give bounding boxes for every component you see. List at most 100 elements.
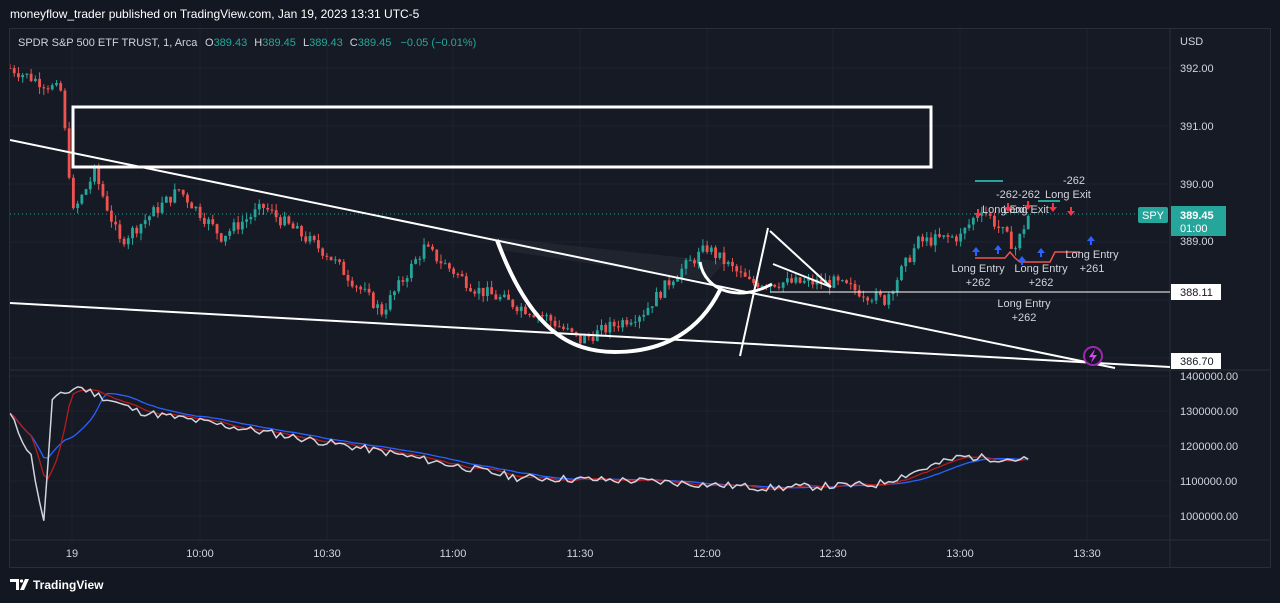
candle-body xyxy=(646,307,650,315)
candle-body xyxy=(705,245,709,252)
close-value: 389.45 xyxy=(358,37,392,49)
candle-body xyxy=(684,260,688,269)
candle-body xyxy=(126,238,130,245)
resistance-zone[interactable] xyxy=(71,105,933,169)
candle-body xyxy=(545,315,548,317)
symbol-title[interactable]: SPDR S&P 500 ETF TRUST, 1, Arca xyxy=(18,37,198,49)
currency-label: USD xyxy=(1180,36,1203,48)
flag-pole[interactable] xyxy=(739,227,769,357)
time-tick: 11:30 xyxy=(567,548,594,560)
open-value: 389.43 xyxy=(214,37,248,49)
candle-body xyxy=(980,212,984,216)
candle-body xyxy=(1005,227,1009,232)
candle-body xyxy=(870,300,874,302)
candle-body xyxy=(194,206,198,209)
candle-body xyxy=(460,273,464,277)
candle-body xyxy=(916,236,920,249)
candle-body xyxy=(507,294,510,300)
candle-body xyxy=(228,231,232,236)
price-axis[interactable]: USD 392.00 391.00 390.00 389.00 xyxy=(1180,36,1214,248)
cup-arc[interactable] xyxy=(495,239,722,355)
svg-text:O389.43 H389.45 L3: O389.43 H389.45 L389.43 C389.45 −0.05 (−… xyxy=(205,37,476,49)
handle-arc[interactable] xyxy=(698,261,773,295)
time-tick: 13:30 xyxy=(1073,548,1101,560)
candle-body xyxy=(122,238,126,245)
candle-body xyxy=(12,68,16,74)
candle-body xyxy=(409,263,413,279)
signal-exit-c: Long Exit xyxy=(1003,204,1049,216)
candle-body xyxy=(617,326,620,328)
candle-body xyxy=(912,248,916,263)
svg-text:388.11: 388.11 xyxy=(1180,287,1213,299)
candle-body xyxy=(1026,216,1030,230)
time-tick: 12:30 xyxy=(819,548,847,560)
flag-bottom[interactable] xyxy=(772,263,832,288)
signal-entry-d-title: Long Entry xyxy=(1065,249,1119,261)
candle-body xyxy=(414,259,417,264)
candle-body xyxy=(46,88,50,90)
brand-label: TradingView xyxy=(33,578,104,592)
oscillator-axis[interactable]: 1400000.00 1300000.00 1200000.00 1100000… xyxy=(1180,371,1238,523)
flag-top[interactable] xyxy=(769,230,832,288)
candle-body xyxy=(984,212,988,214)
low-label: L xyxy=(303,37,309,49)
trendline-down[interactable] xyxy=(10,139,1116,369)
candle-body xyxy=(477,287,481,294)
tradingview-logo[interactable]: TradingView xyxy=(10,578,104,592)
candle-body xyxy=(270,209,274,211)
candle-body xyxy=(866,297,870,301)
time-axis[interactable]: 19 10:00 10:30 11:00 11:30 12:00 12:30 1… xyxy=(66,548,1101,560)
candle-body xyxy=(262,203,265,208)
candle-body xyxy=(431,246,434,250)
symbol-legend: SPDR S&P 500 ETF TRUST, 1, Arca O389.43 … xyxy=(18,37,476,49)
candle-body xyxy=(118,224,122,239)
signal-entry-d-val: +261 xyxy=(1080,263,1105,275)
candle-body xyxy=(422,244,426,259)
candle-body xyxy=(317,240,320,249)
candle-body xyxy=(257,203,261,210)
candle-body xyxy=(342,261,346,275)
candle-body xyxy=(88,181,92,190)
candle-body xyxy=(883,295,886,305)
candle-body xyxy=(435,249,439,262)
level-badge-388: 388.11 xyxy=(1171,284,1221,300)
candle-body xyxy=(528,314,532,316)
candle-body xyxy=(25,73,29,75)
candle-body xyxy=(405,278,409,282)
candle-body xyxy=(481,287,485,297)
candle-body xyxy=(63,90,67,129)
candle-body xyxy=(266,207,270,210)
alert-lightning-icon[interactable] xyxy=(1083,346,1103,366)
candle-body xyxy=(418,258,422,260)
candle-body xyxy=(908,257,912,263)
candle-body xyxy=(625,320,629,325)
candle-body xyxy=(287,216,291,224)
candle-body xyxy=(502,294,506,297)
candle-body xyxy=(355,286,358,288)
candle-body xyxy=(160,202,164,213)
long-exit-arrow-icon xyxy=(1004,203,1012,212)
trendline-support[interactable] xyxy=(10,302,1170,368)
strategy-signals: -262 -262-262 Long Exit Long Exit Long E… xyxy=(951,175,1119,324)
candle-body xyxy=(486,287,489,297)
change-value: −0.05 (−0.01%) xyxy=(400,37,476,49)
osc-tick: 1000000.00 xyxy=(1180,511,1238,523)
candle-body xyxy=(376,304,379,308)
candle-body xyxy=(93,166,96,182)
candle-body xyxy=(236,222,240,230)
candle-body xyxy=(283,216,287,226)
candle-body xyxy=(426,244,430,247)
candle-body xyxy=(921,236,924,242)
signal-entry-c-title: Long Entry xyxy=(997,298,1051,310)
candle-body xyxy=(439,261,443,264)
candle-body xyxy=(688,260,692,262)
time-tick: 12:00 xyxy=(693,548,721,560)
candle-body xyxy=(76,203,79,209)
signal-entry-c-val: +262 xyxy=(1012,312,1037,324)
candle-body xyxy=(608,321,612,333)
candle-body xyxy=(312,236,316,241)
candle-body xyxy=(578,334,582,344)
candle-body xyxy=(929,237,933,246)
candle-body xyxy=(177,189,181,191)
